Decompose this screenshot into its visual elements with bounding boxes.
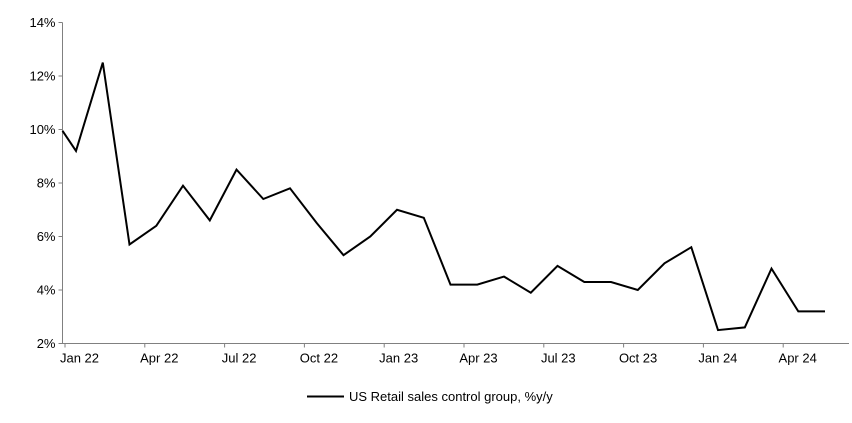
legend-label: US Retail sales control group, %y/y (349, 389, 553, 404)
x-tick-label: Jul 23 (541, 351, 576, 366)
x-tick-label: Apr 24 (779, 351, 817, 366)
x-tick-label: Oct 23 (619, 351, 657, 366)
y-tick-label: 2% (37, 336, 56, 351)
y-tick-label: 12% (29, 69, 55, 84)
x-tick-label: Jan 24 (698, 351, 737, 366)
x-tick-label: Apr 22 (140, 351, 178, 366)
y-axis: 2% 4% 6% 8% 10% 12% 14% (29, 15, 63, 351)
x-tick-label: Jan 23 (379, 351, 418, 366)
y-tick-label: 6% (37, 229, 56, 244)
x-axis: Jan 22 Apr 22 Jul 22 Oct 22 Jan 23 Apr 23 Jul … (60, 343, 849, 366)
legend: US Retail sales control group, %y/y (307, 389, 553, 404)
retail-sales-line (61, 62, 825, 332)
x-tick-label: Jul 22 (222, 351, 257, 366)
x-tick-label: Jan 22 (60, 351, 99, 366)
y-tick-label: 8% (37, 176, 56, 191)
x-tick-label: Oct 22 (300, 351, 338, 366)
y-tick-label: 4% (37, 283, 56, 298)
series-line (61, 62, 825, 332)
y-tick-label: 14% (29, 15, 55, 30)
y-tick-label: 10% (29, 122, 55, 137)
x-tick-label: Apr 23 (459, 351, 497, 366)
